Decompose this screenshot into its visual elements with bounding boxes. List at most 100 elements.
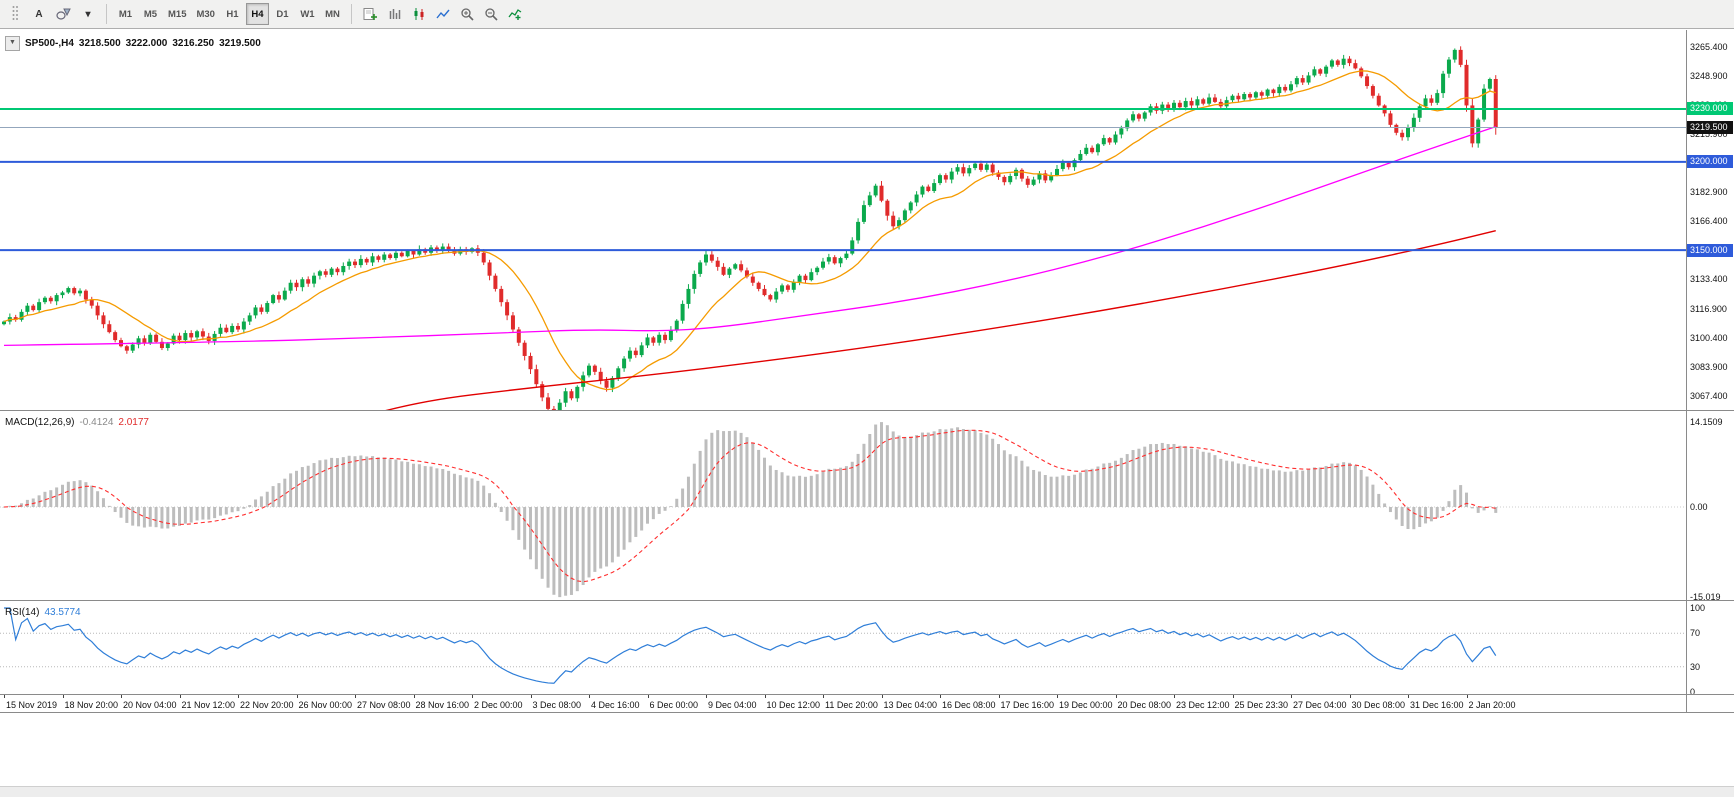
time-axis-label: 30 Dec 08:00 bbox=[1351, 700, 1406, 710]
price-level-label: 3150.000 bbox=[1687, 243, 1733, 257]
time-axis-tick bbox=[1291, 695, 1292, 698]
time-axis-tick bbox=[647, 695, 649, 698]
time-axis-tick bbox=[1115, 695, 1117, 698]
time-axis-tick bbox=[1232, 695, 1234, 698]
macd-signal-value: 2.0177 bbox=[118, 417, 149, 428]
time-axis-tick bbox=[355, 695, 356, 698]
timeframe-h1[interactable]: H1 bbox=[221, 3, 244, 25]
timeframe-m1[interactable]: M1 bbox=[114, 3, 137, 25]
time-axis-tick bbox=[589, 695, 590, 698]
timeframe-group: M1 M5 M15 M30 H1 H4 D1 W1 MN bbox=[113, 3, 345, 25]
time-axis-label: 31 Dec 16:00 bbox=[1410, 700, 1464, 710]
time-axis-tick bbox=[706, 695, 707, 698]
time-axis-label: 3 Dec 08:00 bbox=[532, 700, 582, 710]
macd-main-value: -0.4124 bbox=[79, 417, 114, 428]
price-axis[interactable]: 3265.4003248.9003232.4003215.9003199.400… bbox=[1687, 0, 1734, 797]
panel-splitter[interactable] bbox=[0, 410, 1734, 411]
time-axis-tick bbox=[881, 695, 883, 698]
rsi-axis-label: 70 bbox=[1690, 628, 1701, 639]
one-click-collapse-icon[interactable]: ▼ bbox=[5, 36, 20, 51]
time-axis-label: 27 Dec 04:00 bbox=[1293, 700, 1347, 710]
toolbar-right-group bbox=[358, 3, 527, 25]
time-axis-label: 25 Dec 23:30 bbox=[1234, 700, 1289, 710]
time-axis-bottom-border bbox=[0, 712, 1734, 713]
price-axis-label: 3067.400 bbox=[1690, 390, 1728, 401]
toolbar-left-group: A ▾ bbox=[3, 3, 100, 25]
timeframe-w1[interactable]: W1 bbox=[296, 3, 319, 25]
time-axis-tick bbox=[413, 695, 415, 698]
macd-histogram bbox=[2, 422, 1498, 598]
macd-indicator-plot[interactable] bbox=[0, 412, 1686, 598]
main-chart-plot[interactable] bbox=[0, 30, 1686, 410]
price-axis-label: 3265.400 bbox=[1690, 41, 1728, 52]
time-axis[interactable]: 15 Nov 2019 18 Nov 20:00 20 Nov 04:00 21 No… bbox=[0, 695, 1686, 712]
time-axis-label: 18 Nov 20:00 bbox=[64, 700, 119, 710]
toolbar-separator bbox=[350, 4, 352, 24]
time-axis-label: 23 Dec 12:00 bbox=[1176, 700, 1230, 710]
time-axis-tick bbox=[764, 695, 766, 698]
timeframe-m15[interactable]: M15 bbox=[164, 3, 190, 25]
time-axis-label: 20 Nov 04:00 bbox=[123, 700, 177, 710]
time-axis-label: 13 Dec 04:00 bbox=[883, 700, 938, 710]
time-axis-label: 21 Nov 12:00 bbox=[181, 700, 236, 710]
indicators-icon[interactable] bbox=[504, 3, 526, 25]
time-axis-label: 16 Dec 08:00 bbox=[942, 700, 996, 710]
text-tool[interactable]: A bbox=[28, 3, 50, 25]
ohlc-high: 3222.000 bbox=[125, 38, 168, 49]
ma-slow-line bbox=[385, 230, 1496, 410]
bar-chart-icon[interactable] bbox=[384, 3, 406, 25]
time-axis-label: 22 Nov 20:00 bbox=[240, 700, 294, 710]
time-axis-label: 4 Dec 16:00 bbox=[591, 700, 640, 710]
price-axis-label: 3100.400 bbox=[1690, 332, 1728, 343]
price-axis-label: 3248.900 bbox=[1690, 70, 1728, 81]
new-order-icon[interactable] bbox=[359, 3, 382, 25]
macd-label: MACD(12,26,9) bbox=[5, 417, 75, 428]
price-level-label: 3200.000 bbox=[1687, 155, 1733, 169]
zoom-out-icon[interactable] bbox=[480, 3, 502, 25]
candles-layer bbox=[2, 46, 1498, 410]
time-axis-tick bbox=[4, 695, 5, 698]
current-price-label: 3219.500 bbox=[1687, 121, 1733, 134]
time-axis-label: 10 Dec 12:00 bbox=[766, 700, 821, 710]
timeframe-m30[interactable]: M30 bbox=[192, 3, 218, 25]
candlestick-chart-icon[interactable] bbox=[408, 3, 430, 25]
macd-signal-line bbox=[3, 429, 1496, 583]
macd-axis-label: 0.00 bbox=[1690, 502, 1708, 512]
price-level-label: 3230.000 bbox=[1687, 102, 1733, 116]
time-axis-tick bbox=[472, 695, 473, 698]
zoom-in-icon[interactable] bbox=[456, 3, 478, 25]
toolbar-separator bbox=[106, 4, 107, 24]
time-axis-tick bbox=[530, 695, 532, 698]
rsi-indicator-header: RSI(14) 43.5774 bbox=[5, 607, 81, 618]
time-axis-label: 11 Dec 20:00 bbox=[825, 700, 878, 710]
time-axis-tick bbox=[296, 695, 298, 698]
price-axis-label: 3133.400 bbox=[1690, 274, 1728, 285]
ma-mid-line bbox=[3, 126, 1496, 347]
timeframe-h4[interactable]: H4 bbox=[245, 3, 269, 25]
time-axis-tick bbox=[1174, 695, 1175, 698]
time-axis-label: 15 Nov 2019 bbox=[6, 700, 58, 710]
panel-splitter[interactable] bbox=[0, 600, 1734, 601]
time-axis-label: 28 Nov 16:00 bbox=[415, 700, 470, 710]
time-axis-tick bbox=[998, 695, 1000, 698]
horizontal-scrollbar[interactable] bbox=[0, 786, 1734, 797]
timeframe-d1[interactable]: D1 bbox=[271, 3, 294, 25]
time-axis-border bbox=[0, 694, 1734, 695]
time-axis-tick bbox=[1408, 695, 1409, 698]
rsi-indicator-plot[interactable] bbox=[0, 602, 1686, 694]
shapes-dropdown[interactable]: ▾ bbox=[77, 3, 99, 25]
ohlc-close: 3219.500 bbox=[219, 38, 261, 49]
time-axis-tick bbox=[62, 695, 64, 698]
shapes-tool[interactable] bbox=[52, 3, 75, 25]
timeframe-mn[interactable]: MN bbox=[321, 3, 344, 25]
timeframe-m5[interactable]: M5 bbox=[139, 3, 162, 25]
time-axis-label: 2 Jan 20:00 bbox=[1468, 700, 1516, 710]
price-axis-border bbox=[1686, 30, 1687, 712]
grip-icon[interactable] bbox=[4, 3, 26, 25]
rsi-line bbox=[4, 607, 1497, 684]
time-axis-tick bbox=[121, 695, 122, 698]
line-chart-icon[interactable] bbox=[432, 3, 454, 25]
time-axis-tick bbox=[940, 695, 941, 698]
time-axis-label: 27 Nov 08:00 bbox=[357, 700, 411, 710]
